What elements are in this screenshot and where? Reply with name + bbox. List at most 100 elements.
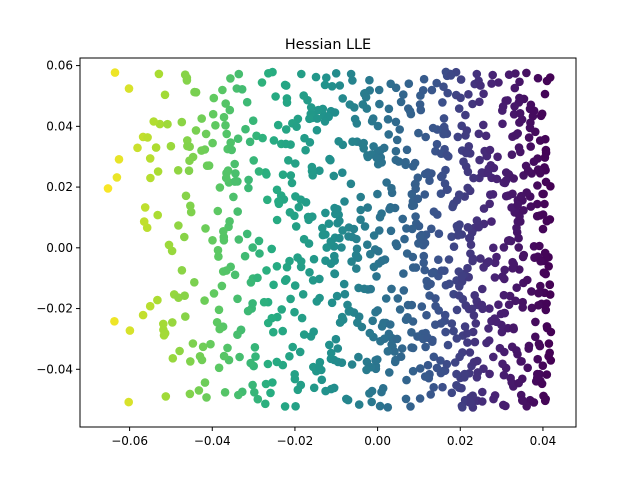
data-point: [538, 224, 548, 234]
data-point: [457, 271, 467, 281]
data-point: [427, 268, 437, 278]
data-point: [427, 224, 436, 234]
data-point: [386, 320, 395, 329]
data-point: [103, 184, 113, 193]
data-point: [201, 224, 210, 233]
data-point: [401, 157, 410, 167]
data-point: [145, 301, 155, 311]
data-point: [432, 78, 442, 88]
data-point: [249, 156, 258, 165]
data-point: [214, 252, 223, 261]
data-point: [452, 221, 462, 231]
data-point: [447, 319, 457, 328]
data-point: [447, 232, 456, 241]
data-point: [208, 138, 217, 148]
data-point: [492, 317, 501, 327]
y-axis: −0.04 −0.02 0.00 0.02 0.04 0.06: [36, 59, 80, 376]
data-point: [390, 357, 400, 367]
data-point: [286, 294, 295, 304]
data-point: [431, 294, 440, 303]
data-point: [153, 167, 163, 176]
data-point: [499, 243, 509, 252]
data-point: [437, 266, 446, 276]
data-point: [327, 82, 337, 91]
data-point: [160, 90, 170, 100]
data-point: [399, 90, 408, 99]
data-point: [233, 330, 242, 340]
data-point: [507, 150, 517, 159]
scatter-points: [103, 67, 556, 412]
data-point: [181, 191, 191, 201]
data-point: [226, 138, 235, 147]
data-point: [535, 136, 545, 145]
data-point: [403, 313, 412, 322]
data-point: [512, 283, 521, 293]
y-tick-label: 0.02: [46, 180, 73, 194]
data-point: [180, 291, 189, 301]
data-point: [429, 352, 439, 362]
data-point: [523, 275, 532, 285]
data-point: [356, 205, 366, 215]
data-point: [346, 69, 356, 79]
data-point: [386, 226, 396, 236]
data-point: [317, 375, 327, 385]
data-point: [347, 360, 357, 369]
data-point: [542, 299, 551, 308]
data-point: [449, 242, 459, 251]
data-point: [146, 173, 155, 183]
data-point: [416, 105, 426, 115]
data-point: [498, 119, 507, 129]
data-point: [498, 359, 507, 369]
data-point: [393, 294, 403, 303]
data-point: [533, 354, 542, 364]
data-point: [408, 162, 418, 171]
data-point: [297, 313, 307, 323]
data-point: [466, 398, 476, 408]
data-point: [518, 297, 527, 307]
data-point: [367, 116, 377, 126]
data-point: [504, 70, 514, 79]
data-point: [278, 170, 288, 179]
data-point: [535, 241, 544, 251]
data-point: [434, 229, 444, 238]
data-point: [429, 207, 439, 216]
data-point: [356, 215, 365, 224]
data-point: [429, 383, 439, 392]
data-point: [453, 132, 463, 142]
data-point: [139, 217, 149, 226]
data-point: [299, 91, 309, 100]
data-point: [153, 295, 162, 305]
data-point: [291, 159, 300, 168]
data-point: [546, 356, 556, 365]
data-point: [373, 121, 383, 131]
data-point: [290, 281, 300, 290]
data-point: [387, 284, 396, 294]
data-point: [259, 297, 269, 307]
data-point: [361, 92, 371, 102]
data-point: [198, 342, 208, 352]
data-point: [151, 143, 161, 152]
data-point: [345, 100, 355, 109]
data-point: [468, 256, 477, 266]
data-point: [290, 370, 300, 379]
data-point: [518, 396, 527, 406]
data-point: [242, 229, 252, 239]
data-point: [212, 318, 222, 327]
data-point: [215, 183, 225, 192]
data-point: [338, 226, 347, 235]
data-point: [478, 387, 487, 397]
data-point: [460, 369, 469, 379]
data-point: [181, 312, 190, 321]
data-point: [340, 197, 349, 206]
data-point: [374, 85, 384, 95]
data-point: [411, 184, 421, 194]
data-point: [342, 394, 351, 404]
data-point: [371, 356, 380, 365]
data-point: [218, 85, 227, 95]
data-point: [272, 357, 282, 367]
data-point: [415, 394, 425, 403]
data-point: [504, 300, 514, 310]
data-point: [472, 216, 482, 225]
data-point: [254, 167, 264, 176]
data-point: [527, 287, 536, 296]
